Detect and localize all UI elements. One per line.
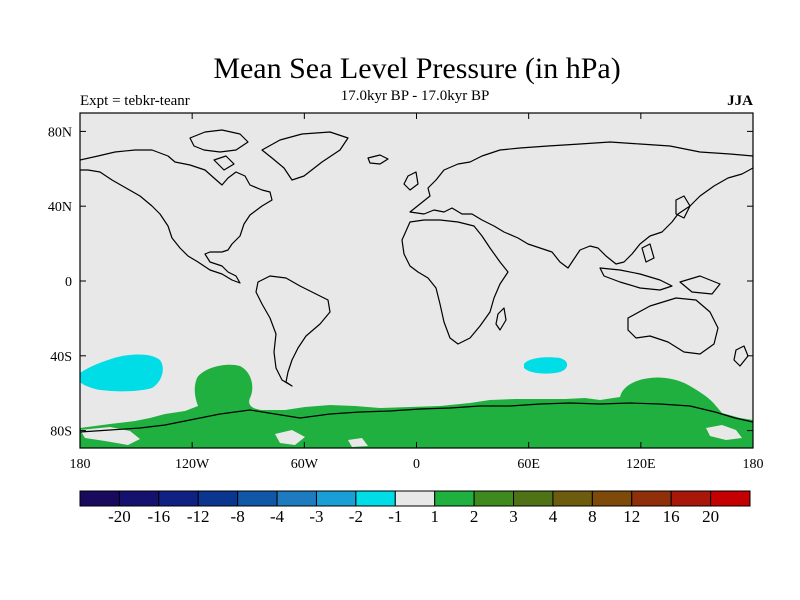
colorbar-label: 1 bbox=[430, 507, 439, 526]
negative-anomaly-south-indian bbox=[524, 357, 568, 374]
colorbar-label: 16 bbox=[663, 507, 680, 526]
map-title: Mean Sea Level Pressure (in hPa) bbox=[213, 52, 621, 85]
colorbar: -20 -16 -12 -8 -4 -3 -2 -1 1 2 3 4 8 12 16 20 bbox=[79, 490, 751, 526]
colorbar-box bbox=[473, 490, 515, 507]
colorbar-label: -20 bbox=[108, 507, 131, 526]
coastline-indonesia bbox=[599, 267, 673, 291]
colorbar-box bbox=[513, 490, 554, 507]
coastline-north-america bbox=[80, 149, 273, 284]
neutral-gap-pole bbox=[348, 438, 368, 447]
coastline-iceland bbox=[367, 154, 389, 165]
negative-anomaly-south-pacific bbox=[80, 354, 163, 392]
coastline-japan bbox=[675, 195, 691, 219]
season-label: JJA bbox=[727, 93, 753, 109]
coastline-africa bbox=[401, 219, 509, 345]
colorbar-box bbox=[315, 490, 357, 507]
colorbar-box bbox=[237, 490, 278, 507]
coastline-eurasia bbox=[409, 141, 753, 269]
colorbar-box bbox=[79, 490, 120, 507]
coastline-madagascar bbox=[495, 307, 507, 331]
colorbar-label: -4 bbox=[270, 507, 285, 526]
colorbar-box bbox=[434, 490, 475, 507]
colorbar-label: -1 bbox=[388, 507, 402, 526]
map-subtitle: 17.0kyr BP - 17.0kyr BP bbox=[340, 88, 490, 104]
colorbar-box bbox=[552, 490, 593, 507]
colorbar-label: 3 bbox=[509, 507, 518, 526]
colorbar-label: -12 bbox=[187, 507, 210, 526]
colorbar-box bbox=[197, 490, 239, 507]
lon-tick-label: 120E bbox=[626, 457, 656, 472]
coastline-antarctica bbox=[80, 402, 753, 433]
lon-tick-label: 0 bbox=[413, 457, 420, 472]
coastline-uk bbox=[403, 171, 419, 191]
colorbar-label: -16 bbox=[147, 507, 170, 526]
colorbar-label: 8 bbox=[588, 507, 597, 526]
neutral-gap-east bbox=[706, 425, 742, 440]
lon-tick-label: 180 bbox=[70, 457, 91, 472]
colorbar-box bbox=[591, 490, 633, 507]
coastline-arctic-islands bbox=[189, 129, 249, 153]
colorbar-label: 12 bbox=[623, 507, 640, 526]
colorbar-box bbox=[710, 490, 751, 507]
colorbar-label: 20 bbox=[702, 507, 719, 526]
colorbar-label: -2 bbox=[349, 507, 363, 526]
lat-tick-label: 80S bbox=[50, 425, 72, 440]
colorbar-box bbox=[631, 490, 672, 507]
map-axes: 180 120W 60W 0 60E 120E 180 80N 40N 0 40S 80S bbox=[48, 113, 764, 472]
lat-tick-label: 40N bbox=[48, 200, 72, 215]
positive-anomaly-southern-ocean bbox=[80, 364, 753, 448]
coastline-greenland bbox=[261, 131, 349, 181]
coastline-australia bbox=[627, 297, 719, 355]
colorbar-box bbox=[355, 490, 396, 507]
lat-tick-label: 80N bbox=[48, 125, 72, 140]
experiment-label: Expt = tebkr-teanr bbox=[80, 93, 190, 109]
lon-tick-label: 60W bbox=[291, 457, 319, 472]
colorbar-box bbox=[158, 490, 199, 507]
lon-tick-label: 120W bbox=[175, 457, 210, 472]
colorbar-label: -3 bbox=[309, 507, 323, 526]
lon-tick-label: 60E bbox=[517, 457, 540, 472]
colorbar-box bbox=[276, 490, 317, 507]
lat-tick-label: 40S bbox=[50, 350, 72, 365]
colorbar-box bbox=[118, 490, 160, 507]
colorbar-label: 2 bbox=[470, 507, 479, 526]
colorbar-label: 4 bbox=[549, 507, 558, 526]
colorbar-box bbox=[670, 490, 712, 507]
lon-tick-label: 180 bbox=[743, 457, 764, 472]
coastlines bbox=[80, 129, 753, 433]
coastline-new-zealand bbox=[733, 345, 749, 367]
colorbar-box bbox=[394, 490, 436, 507]
lat-tick-label: 0 bbox=[65, 275, 72, 290]
colorbar-label: -8 bbox=[231, 507, 245, 526]
neutral-gap-weddell bbox=[275, 430, 305, 445]
coastline-south-america bbox=[255, 275, 331, 387]
